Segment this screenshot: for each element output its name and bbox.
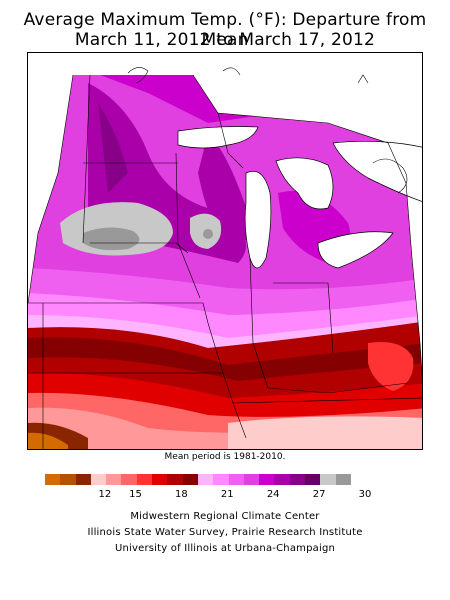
legend-tick-label: 15 (129, 489, 142, 500)
legend-swatch (75, 474, 91, 485)
legend-tick-label: 18 (175, 489, 188, 500)
credit-mrcc: Midwestern Regional Climate Center (130, 511, 320, 522)
legend-swatch (90, 474, 107, 485)
legend-swatch (305, 474, 321, 485)
color-legend (45, 474, 351, 485)
credit-uiuc: University of Illinois at Urbana-Champai… (114, 543, 336, 554)
temperature-departure-map (27, 52, 423, 450)
state-borders (28, 74, 422, 449)
legend-tick-label: 30 (358, 489, 372, 500)
mean-period-note: Mean period is 1981-2010. (164, 452, 286, 462)
map-date-range: March 11, 2012 to March 17, 2012 (74, 30, 376, 50)
legend-swatch (136, 474, 153, 485)
map-title: Average Maximum Temp. (°F): Departure fr… (23, 10, 427, 50)
legend-swatch (274, 474, 290, 485)
legend-swatch (259, 474, 275, 485)
legend-swatch (213, 474, 229, 485)
legend-tick-label: 27 (312, 489, 326, 500)
legend-swatch (228, 474, 244, 485)
great-lakes (177, 126, 422, 269)
legend-swatch (167, 474, 183, 485)
legend-tick-label: 21 (220, 489, 234, 500)
legend-swatch (243, 474, 260, 485)
legend-swatch (197, 474, 214, 485)
legend-swatch (121, 474, 137, 485)
map-canvas (28, 67, 422, 449)
credit-isws: Illinois State Water Survey, Prairie Res… (87, 527, 363, 538)
legend-swatch (182, 474, 198, 485)
legend-swatch (60, 474, 76, 485)
legend-swatch (289, 474, 306, 485)
canada-coastline (127, 67, 408, 194)
legend-swatch (335, 474, 351, 485)
legend-tick-label: 24 (266, 489, 280, 500)
legend-swatch (106, 474, 122, 485)
legend-swatch (45, 474, 61, 485)
legend-tick-label: 12 (98, 489, 112, 500)
legend-swatch (152, 474, 168, 485)
legend-swatch (320, 474, 336, 485)
